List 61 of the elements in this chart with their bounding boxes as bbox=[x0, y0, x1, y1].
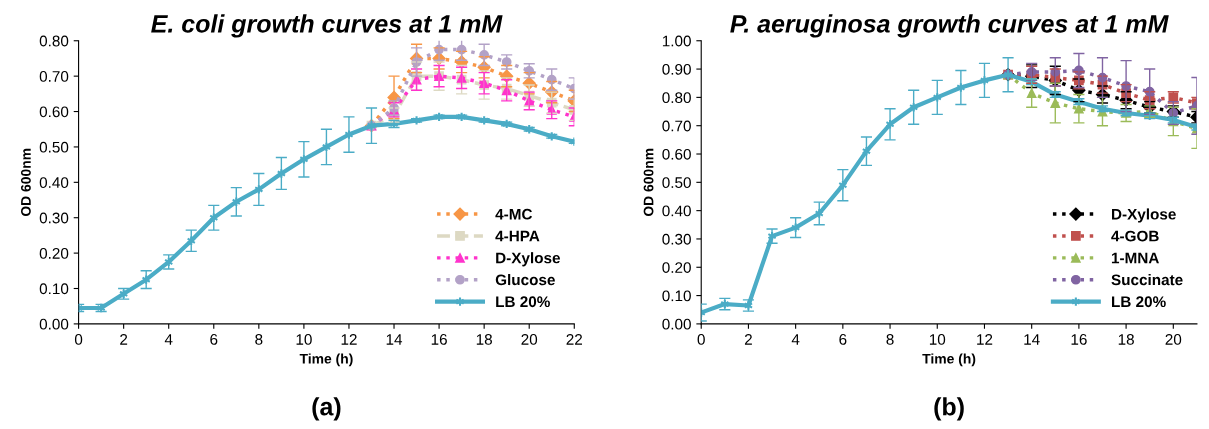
y-tick-label: 0.70 bbox=[662, 120, 691, 132]
x-tick-label: 8 bbox=[886, 334, 894, 345]
x-tick-label: 6 bbox=[210, 334, 218, 345]
chart-title: P. aeruginosa growth curves at 1 mM bbox=[730, 14, 1169, 38]
y-tick-label: 0.10 bbox=[39, 283, 69, 295]
y-tick-label: 0.00 bbox=[662, 318, 691, 330]
y-tick-label: 0.80 bbox=[662, 92, 691, 104]
y-tick-label: 0.10 bbox=[662, 290, 691, 302]
text: (a) bbox=[312, 397, 341, 421]
legend-label: Glucose bbox=[495, 274, 555, 286]
y-tick-label: 0.70 bbox=[39, 71, 69, 82]
y-tick-label: 1.00 bbox=[662, 35, 691, 47]
legend-label: Succinate bbox=[1111, 274, 1183, 286]
legend-label: D-Xylose bbox=[496, 252, 561, 267]
legend-label: 1-MNA bbox=[1111, 252, 1159, 264]
chart-title: E. coli growth curves at 1 mM bbox=[151, 14, 503, 38]
x-tick-label: 14 bbox=[386, 334, 403, 345]
x-tick-label: 6 bbox=[839, 334, 847, 345]
y-tick-label: 0.60 bbox=[662, 148, 691, 160]
y-tick-label: 0.20 bbox=[39, 247, 69, 259]
y-tick-label: 0.30 bbox=[662, 233, 691, 245]
legend-label: 4-HPA bbox=[495, 230, 540, 242]
y-tick-label: 0.90 bbox=[662, 63, 691, 75]
x-tick-label: 8 bbox=[255, 334, 263, 345]
x-tick-label: 0 bbox=[697, 334, 705, 345]
x-tick-label: 2 bbox=[120, 334, 128, 345]
legend-label: 4-MC bbox=[495, 208, 533, 220]
x-tick-label: 4 bbox=[791, 334, 800, 345]
x-tick-label: 10 bbox=[929, 334, 946, 345]
x-axis-title: Time (h) bbox=[922, 353, 976, 367]
x-tick-label: 4 bbox=[164, 334, 173, 345]
x-tick-label: 16 bbox=[1071, 334, 1087, 345]
x-tick-label: 0 bbox=[74, 334, 83, 345]
x-tick-label: 18 bbox=[1118, 334, 1134, 345]
x-tick-label: 20 bbox=[521, 334, 538, 345]
x-tick-label: 18 bbox=[476, 334, 492, 345]
x-tick-label: 22 bbox=[566, 334, 583, 345]
x-tick-label: 14 bbox=[1024, 334, 1040, 345]
y-tick-label: 0.20 bbox=[662, 262, 691, 273]
y-tick-label: 0.30 bbox=[39, 212, 69, 224]
x-tick-label: 20 bbox=[1165, 334, 1182, 345]
y-tick-label: 0.40 bbox=[39, 177, 69, 189]
y-axis-title: OD 600nm bbox=[643, 148, 654, 217]
legend-label: D-Xylose bbox=[1112, 208, 1176, 223]
legend-label: LB 20% bbox=[1112, 296, 1166, 308]
legend-label: 4-GOB bbox=[1111, 230, 1159, 242]
y-axis-title: OD 600nm bbox=[20, 148, 31, 217]
y-tick-label: 0.50 bbox=[39, 141, 69, 153]
x-tick-label: 12 bbox=[341, 334, 357, 345]
y-tick-label: 0.60 bbox=[39, 106, 69, 118]
y-tick-label: 0.50 bbox=[662, 177, 691, 189]
legend-label: LB 20% bbox=[496, 296, 550, 308]
y-tick-label: 0.00 bbox=[39, 318, 69, 330]
x-axis-title: Time (h) bbox=[299, 353, 353, 367]
x-tick-label: 2 bbox=[744, 334, 752, 345]
text: (b) bbox=[934, 397, 964, 421]
x-tick-label: 12 bbox=[977, 334, 993, 345]
y-tick-label: 0.40 bbox=[662, 205, 691, 217]
x-tick-label: 10 bbox=[296, 334, 312, 345]
y-tick-label: 0.80 bbox=[39, 35, 69, 47]
x-tick-label: 16 bbox=[431, 334, 447, 345]
